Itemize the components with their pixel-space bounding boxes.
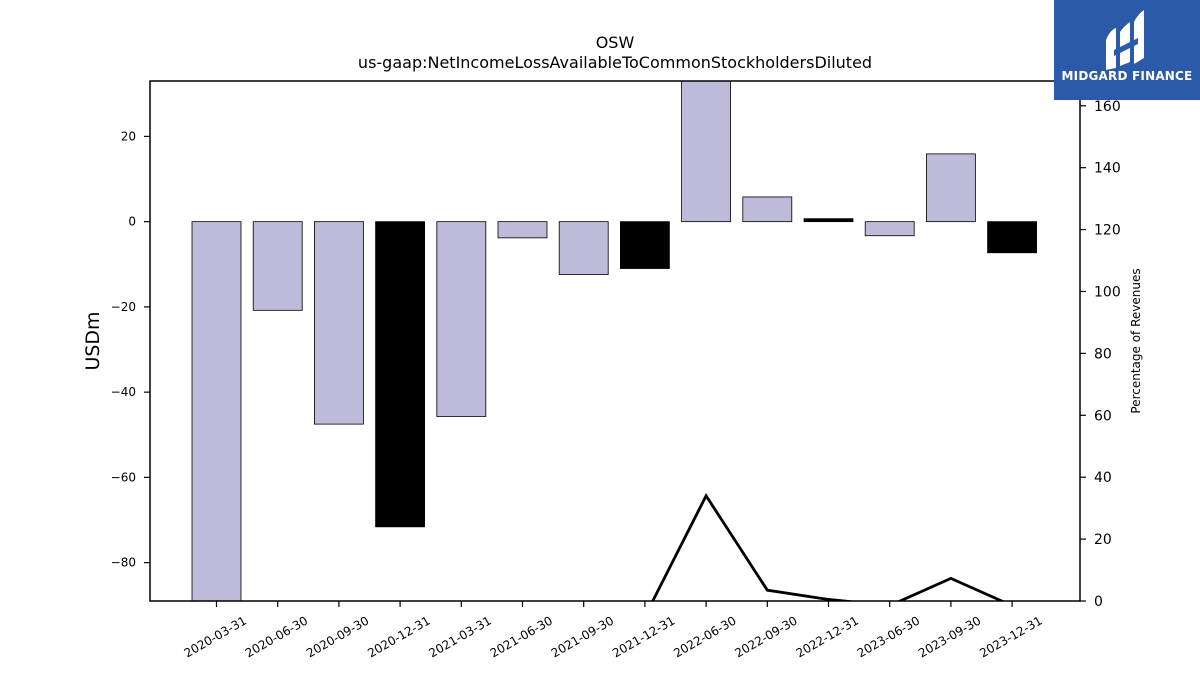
line-group <box>651 492 1006 601</box>
y2-tick-label: 80 <box>1094 346 1112 362</box>
y2-axis-ticks: 0 20 40 60 80 100 120 140 160 <box>1080 99 1121 610</box>
x-tick-label: 2023-09-30 <box>916 613 983 660</box>
x-tick-label: 2021-06-30 <box>488 613 555 660</box>
y-tick-label: −80 <box>111 556 136 570</box>
x-tick-label: 2021-12-31 <box>610 613 677 660</box>
y2-tick-label: 100 <box>1094 284 1121 300</box>
y-axis-label: USDm <box>82 311 104 370</box>
x-tick-label: 2020-03-31 <box>182 613 249 660</box>
bar-2020-09-30 <box>313 221 364 425</box>
bar-2021-09-30 <box>558 221 609 275</box>
y-tick-label: −20 <box>111 300 136 314</box>
x-tick-label: 2021-09-30 <box>549 613 616 660</box>
bar-2023-09-30 <box>926 153 976 223</box>
logo-text: MIDGARD FINANCE <box>1061 69 1193 83</box>
y-tick-label: −40 <box>111 385 136 399</box>
y2-axis-label: Percentage of Revenues <box>1129 268 1143 413</box>
y2-tick-label: 160 <box>1094 99 1121 115</box>
x-tick-label: 2023-12-31 <box>977 613 1044 660</box>
x-tick-label: 2022-06-30 <box>671 613 738 660</box>
x-tick-label: 2021-03-31 <box>426 613 493 660</box>
logo-mark-icon <box>1106 10 1144 70</box>
plot-frame <box>149 80 1081 602</box>
x-axis-ticks: 2020-03-312020-06-302020-09-302020-12-31… <box>182 601 1045 660</box>
chart-title: OSW <box>596 33 635 52</box>
bar-2021-12-31 <box>620 221 670 269</box>
chart-subtitle: us-gaap:NetIncomeLossAvailableToCommonSt… <box>358 53 872 72</box>
x-tick-label: 2022-12-31 <box>794 613 861 660</box>
y-axis-ticks: 20 0 −20 −40 −60 −80 <box>111 129 150 570</box>
bar-2020-12-31 <box>375 221 426 528</box>
y-tick-label: 0 <box>128 215 136 229</box>
bars-group <box>191 80 1037 602</box>
bar-2020-06-30 <box>252 221 303 311</box>
x-tick-label: 2022-09-30 <box>732 613 799 660</box>
y2-tick-label: 140 <box>1094 161 1121 177</box>
bar-2021-06-30 <box>497 221 548 239</box>
x-tick-label: 2020-12-31 <box>365 613 432 660</box>
x-tick-label: 2020-06-30 <box>243 613 310 660</box>
logo: MIDGARD FINANCE <box>1054 0 1200 100</box>
bar-2022-12-31 <box>803 218 854 223</box>
y2-tick-label: 120 <box>1094 223 1121 239</box>
y2-tick-label: 40 <box>1094 470 1112 486</box>
y-tick-label: 20 <box>121 129 136 143</box>
y-tick-label: −60 <box>111 470 136 484</box>
y2-tick-label: 0 <box>1094 594 1103 610</box>
bar-2020-03-31 <box>191 221 242 602</box>
bar-2021-03-31 <box>436 221 487 417</box>
bar-2022-09-30 <box>742 196 793 223</box>
x-tick-label: 2023-06-30 <box>855 613 922 660</box>
percentage-line <box>651 492 1006 601</box>
y2-tick-label: 60 <box>1094 408 1112 424</box>
bar-2023-12-31 <box>987 221 1037 254</box>
x-tick-label: 2020-09-30 <box>304 613 371 660</box>
bar-2023-06-30 <box>864 221 915 237</box>
y2-tick-label: 20 <box>1094 532 1112 548</box>
bar-2022-06-30 <box>681 80 731 223</box>
